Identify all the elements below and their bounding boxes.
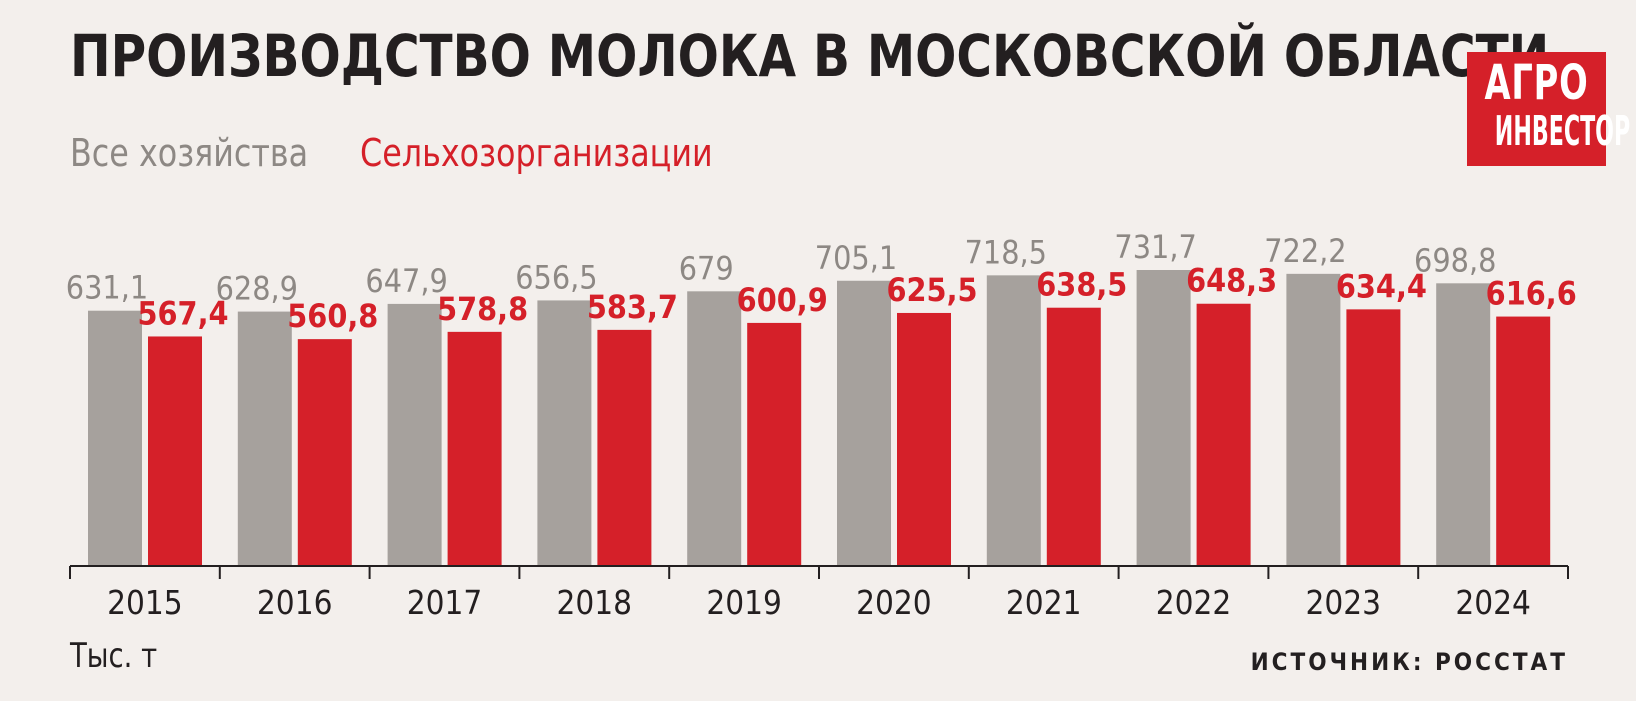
value-label-2022-agro: 648,3 (1186, 262, 1277, 300)
x-tick-label-2015: 2015 (107, 583, 183, 622)
bar-2024-all (1436, 283, 1491, 566)
value-label-2020-agro: 625,5 (886, 271, 977, 309)
x-tick-label-2020: 2020 (856, 583, 932, 622)
x-tick-label-2017: 2017 (407, 583, 483, 622)
bar-2020-agro (897, 312, 951, 566)
bar-2024-agro (1496, 316, 1551, 566)
bar-2017-all (387, 303, 442, 566)
bar-2016-all (237, 311, 292, 566)
bar-2023-all (1286, 273, 1341, 566)
bar-2018-agro (597, 329, 652, 566)
bar-2019-all (687, 291, 742, 566)
legend-agro-organizations: Сельхозорганизации (360, 131, 713, 175)
bar-2019-agro (747, 322, 802, 566)
value-label-2017-agro: 578,8 (437, 290, 528, 328)
value-label-2019-agro: 600,9 (737, 281, 828, 319)
value-label-2024-all: 698,8 (1414, 241, 1496, 279)
legend-all-farms: Все хозяйства (70, 131, 309, 175)
x-tick-label-2016: 2016 (257, 583, 333, 622)
bar-2015-all (88, 310, 142, 566)
value-label-2021-agro: 638,5 (1036, 266, 1127, 304)
bar-2016-agro (297, 339, 352, 566)
value-label-2017-all: 647,9 (365, 262, 447, 300)
source-label: ИСТОЧНИК: РОССТАТ (1250, 648, 1568, 676)
value-label-2024-agro: 616,6 (1486, 275, 1577, 313)
bar-2022-agro (1196, 303, 1251, 566)
value-label-2019-all: 679 (679, 249, 734, 287)
value-label-2023-all: 722,2 (1264, 232, 1346, 270)
value-label-2015-all: 631,1 (66, 269, 148, 307)
value-label-2023-agro: 634,4 (1336, 267, 1427, 305)
value-label-2018-agro: 583,7 (587, 288, 678, 326)
value-label-2022-all: 731,7 (1114, 228, 1196, 266)
x-tick-label-2021: 2021 (1006, 583, 1082, 622)
bar-2021-all (986, 275, 1041, 566)
value-label-2018-all: 656,5 (515, 258, 597, 296)
value-label-2021-all: 718,5 (965, 233, 1047, 271)
x-tick-label-2023: 2023 (1306, 583, 1382, 622)
bar-2020-all (837, 280, 891, 566)
value-label-2016-all: 628,9 (216, 270, 298, 308)
bar-2023-agro (1346, 309, 1401, 566)
bar-2021-agro (1046, 307, 1101, 566)
bar-2017-agro (447, 331, 502, 566)
bar-2015-agro (148, 336, 202, 566)
value-label-2015-agro: 567,4 (137, 294, 228, 332)
x-tick-label-2024: 2024 (1455, 583, 1531, 622)
x-tick-label-2019: 2019 (706, 583, 782, 622)
value-label-2020-all: 705,1 (815, 239, 897, 277)
logo-line1: АГРО (1484, 55, 1589, 111)
value-label-2016-agro: 560,8 (287, 297, 378, 335)
bar-2018-all (537, 300, 592, 566)
chart-title: ПРОИЗВОДСТВО МОЛОКА В МОСКОВСКОЙ ОБЛАСТИ (70, 22, 1550, 90)
bar-2022-all (1136, 270, 1191, 566)
x-tick-label-2018: 2018 (557, 583, 633, 622)
unit-label: Тыс. т (70, 636, 158, 676)
x-tick-label-2022: 2022 (1156, 583, 1232, 622)
